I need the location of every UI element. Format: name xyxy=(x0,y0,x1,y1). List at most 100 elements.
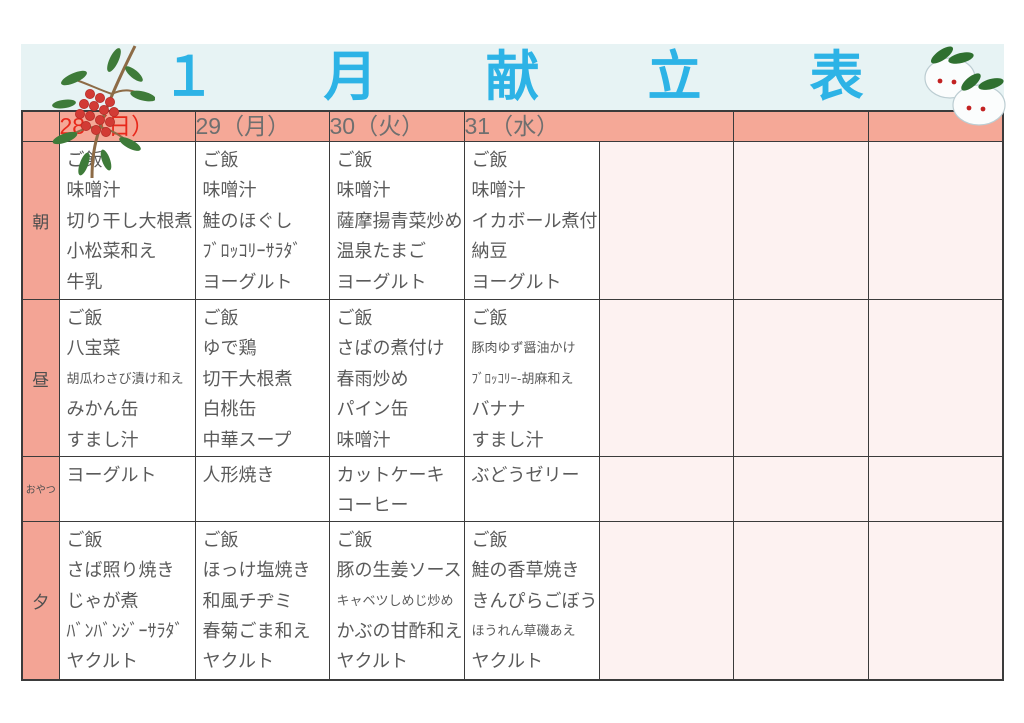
menu-item: カットケーキ xyxy=(336,465,445,485)
row-label: おやつ xyxy=(21,456,60,522)
menu-item: ほっけ塩焼き xyxy=(202,560,311,581)
menu-cell: ご飯味噌汁イカボール煮付 納豆ヨーグルト xyxy=(463,141,600,300)
menu-item: 八宝菜 xyxy=(66,338,121,359)
menu-item: さば照り焼き xyxy=(66,560,175,581)
menu-cell: ぶどうゼリー xyxy=(463,456,600,522)
menu-item: ヤクルト xyxy=(202,651,274,672)
menu-item: ご飯 xyxy=(471,308,508,328)
date-header-4: 31（水） xyxy=(463,110,734,142)
row-label: 夕 xyxy=(21,520,60,681)
menu-item: ヤクルト xyxy=(336,651,408,672)
menu-item: 春雨炒め xyxy=(336,368,409,389)
menu-item: ﾊﾞﾝﾊﾞﾝｼﾞｰｻﾗﾀﾞ xyxy=(66,621,184,642)
page-title: １月献立表 xyxy=(161,47,972,107)
menu-item: 切り干し大根煮 xyxy=(66,210,193,231)
menu-item: きんぴらごぼう xyxy=(471,590,598,611)
menu-cell: ご飯味噌汁鮭のほぐし ﾌﾞﾛｯｺﾘｰｻﾗﾀﾞ ヨーグルト xyxy=(194,141,330,300)
menu-item: ご飯 xyxy=(471,529,508,550)
menu-item: ヤクルト xyxy=(471,651,543,672)
menu-item: ご飯 xyxy=(66,308,103,328)
menu-item: 鮭の香草焼き xyxy=(471,560,580,581)
empty-cell xyxy=(867,299,1004,457)
menu-item: ご飯 xyxy=(336,529,373,550)
menu-item: 納豆 xyxy=(471,241,508,262)
row-label: 昼 xyxy=(21,299,60,457)
empty-cell xyxy=(598,520,734,681)
menu-item: すまし汁 xyxy=(471,429,544,450)
empty-cell xyxy=(598,299,734,457)
menu-item: 鮭のほぐし xyxy=(202,210,293,231)
menu-item: ゆで鶏 xyxy=(202,338,257,359)
empty-cell xyxy=(867,520,1004,681)
menu-item: ご飯 xyxy=(202,308,239,328)
menu-item: 味噌汁 xyxy=(202,180,257,201)
empty-cell xyxy=(598,456,734,522)
title-banner: １月献立表 xyxy=(21,44,1004,110)
menu-item: 味噌汁 xyxy=(471,180,526,201)
menu-item: バナナ xyxy=(471,399,526,420)
menu-item: ヨーグルト xyxy=(336,271,427,292)
date-header-empty xyxy=(732,110,869,142)
empty-cell xyxy=(867,141,1004,300)
menu-item: 和風チヂミ xyxy=(202,590,293,611)
empty-cell xyxy=(598,141,734,300)
menu-item: じゃが煮 xyxy=(66,590,139,611)
menu-item: 小松菜和え xyxy=(66,241,157,262)
menu-item: ご飯 xyxy=(336,308,373,328)
menu-cell: ヨーグルト xyxy=(58,456,196,522)
menu-item: ご飯 xyxy=(202,150,239,170)
menu-item: ご飯 xyxy=(202,529,239,550)
menu-item: 中華スープ xyxy=(202,429,292,450)
menu-cell: ご飯 さばの煮付け 春雨炒め パイン缶 味噌汁 xyxy=(328,299,465,457)
menu-cell: 人形焼き xyxy=(194,456,330,522)
menu-item: 味噌汁 xyxy=(66,180,121,201)
menu-item: 白桃缶 xyxy=(202,399,257,420)
row-label: 朝 xyxy=(21,141,60,300)
menu-item: ご飯 xyxy=(66,529,103,550)
menu-cell: ご飯ほっけ塩焼き 和風チヂミ春菊ごま和え ヤクルト xyxy=(194,520,330,681)
date-header-row: 28（日） 29（月） 30（火） 31（水） xyxy=(21,110,1004,142)
menu-item: さばの煮付け xyxy=(336,338,445,359)
menu-item: ほうれん草磯あえ xyxy=(471,623,576,639)
menu-item: ヨーグルト xyxy=(66,465,157,485)
menu-cell: カットケーキ コーヒー xyxy=(328,456,465,522)
menu-item: みかん缶 xyxy=(66,399,139,420)
menu-item: 味噌汁 xyxy=(336,429,391,450)
empty-cell xyxy=(732,299,869,457)
menu-row-2: おやつ ヨーグルト 人形焼き カットケーキ コーヒー ぶどうゼリー xyxy=(21,456,1004,522)
menu-cell: ご飯ゆで鶏切干大根煮白桃缶中華スープ xyxy=(194,299,330,457)
menu-item: 豚の生姜ソース xyxy=(336,560,462,581)
menu-item: ﾌﾞﾛｯｺﾘｰｻﾗﾀﾞ xyxy=(202,241,302,262)
menu-item: イカボール煮付 xyxy=(471,210,598,231)
date-header-3: 30（火） xyxy=(328,110,465,142)
menu-cell: ご飯さば照り焼き じゃが煮 ﾊﾞﾝﾊﾞﾝｼﾞｰｻﾗﾀﾞ ヤクルト xyxy=(58,520,196,681)
menu-item: 春菊ごま和え xyxy=(202,621,311,642)
menu-item: ヨーグルト xyxy=(471,271,562,292)
menu-row-1: 昼ご飯 八宝菜 胡瓜わさび漬け和え みかん缶 すまし汁 ご飯 ゆで鶏 切干大根煮 白桃缶 中華スー… xyxy=(21,299,1004,457)
menu-table: 28（日）29（月）30（火）31（水）朝ご飯味噌汁切り干し大根煮小松菜和え牛乳… xyxy=(21,110,1004,682)
empty-cell xyxy=(867,456,1004,522)
date-header-2: 29（月） xyxy=(194,110,330,142)
menu-item: 人形焼き xyxy=(202,465,275,485)
menu-item: ご飯 xyxy=(471,150,508,170)
empty-cell xyxy=(732,520,869,681)
nandina-berries-icon xyxy=(52,45,155,179)
menu-item: 温泉たまご xyxy=(336,241,426,262)
snow-rabbits-icon xyxy=(924,46,1006,126)
menu-item: 薩摩揚青菜炒め xyxy=(336,210,463,231)
menu-item: ﾌﾞﾛｯｺﾘｰ-胡麻和え xyxy=(471,370,574,386)
menu-item: キャベツしめじ炒め xyxy=(336,592,454,608)
menu-item: ヨーグルト xyxy=(202,271,293,292)
empty-cell xyxy=(732,141,869,300)
corner-cell xyxy=(21,110,60,142)
menu-item: 胡瓜わさび漬け和え xyxy=(66,370,184,386)
menu-item: 切干大根煮 xyxy=(202,368,293,389)
menu-cell: ご飯八宝菜胡瓜わさび漬け和えみかん缶すまし汁 xyxy=(58,299,196,457)
menu-cell: ご飯 豚の生姜ソース キャベツしめじ炒め かぶの甘酢和え ヤクルト xyxy=(328,520,465,681)
menu-item: 豚肉ゆず醤油かけ xyxy=(471,340,576,356)
menu-item: 味噌汁 xyxy=(336,180,391,201)
menu-item: ヤクルト xyxy=(66,651,138,672)
menu-cell: ご飯豚肉ゆず醤油かけ ﾌﾞﾛｯｺﾘｰ-胡麻和えバナナすまし汁 xyxy=(463,299,600,457)
menu-item: すまし汁 xyxy=(66,429,139,450)
